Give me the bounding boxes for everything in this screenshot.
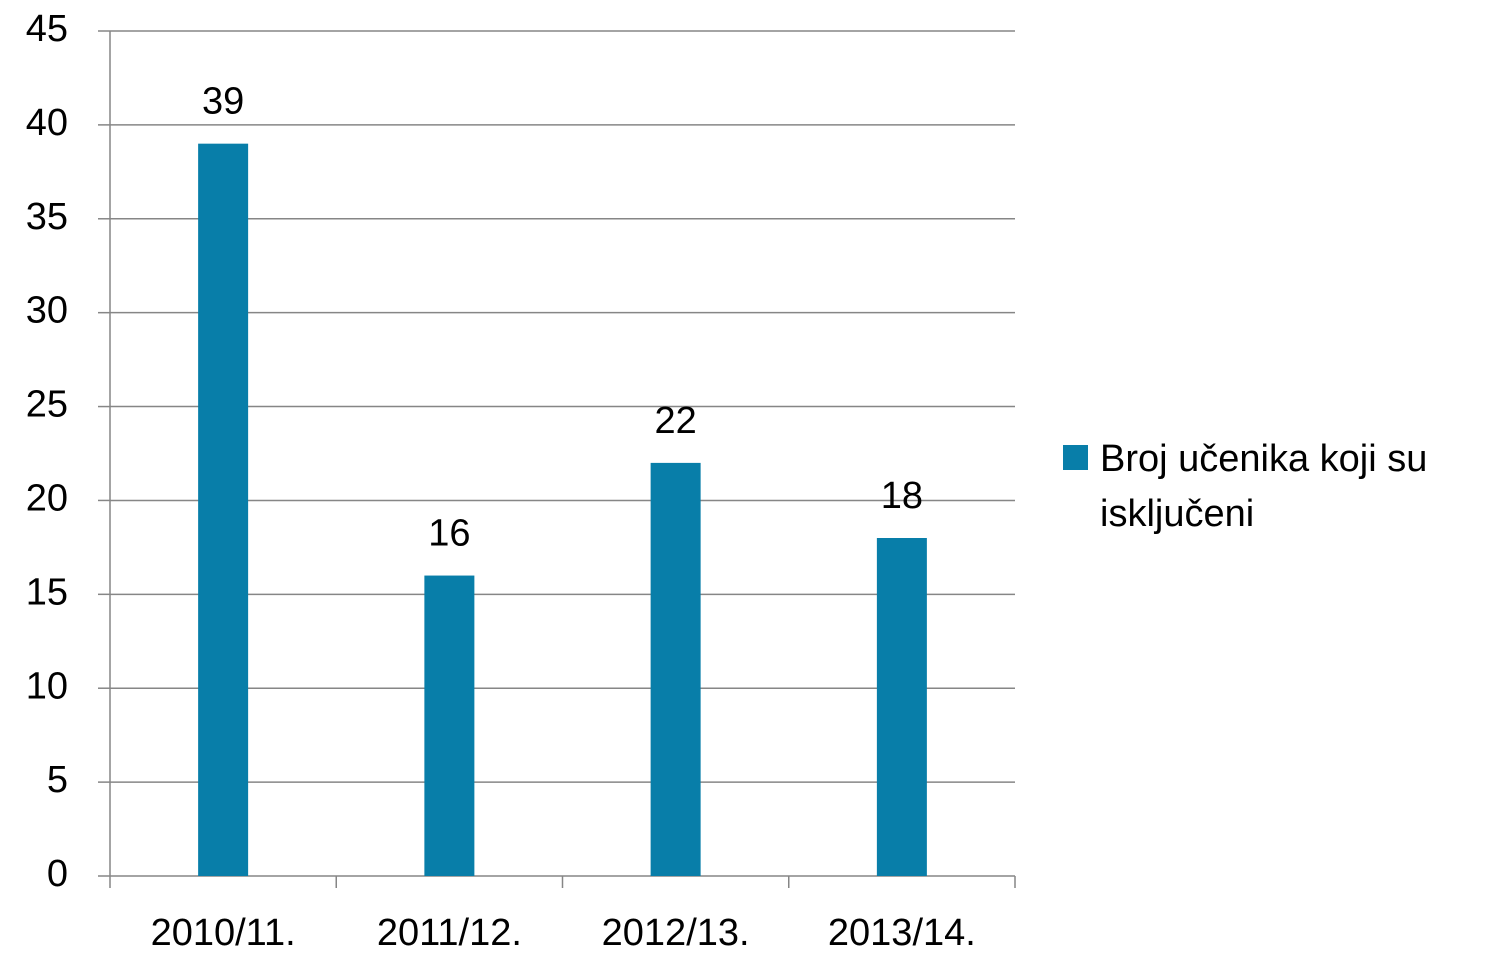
y-tick-label: 5 <box>47 759 68 801</box>
y-tick-label: 10 <box>26 665 68 707</box>
data-label: 39 <box>202 81 244 123</box>
y-tick-label: 35 <box>26 196 68 238</box>
y-tick-label: 15 <box>26 571 68 613</box>
y-tick-label: 45 <box>26 8 68 50</box>
legend: Broj učenika koji su isključeni <box>1063 432 1495 542</box>
bar <box>198 143 249 876</box>
x-tick-label: 2010/11. <box>151 912 296 954</box>
y-tick-label: 0 <box>47 853 68 895</box>
x-tick-label: 2011/12. <box>377 912 522 954</box>
x-tick-label: 2012/13. <box>602 912 750 954</box>
bar <box>876 538 927 876</box>
data-label: 22 <box>654 400 696 442</box>
y-tick-label: 40 <box>26 102 68 144</box>
legend-label: Broj učenika koji su isključeni <box>1100 438 1428 535</box>
y-tick-label: 25 <box>26 384 68 426</box>
legend-swatch <box>1063 445 1088 470</box>
x-tick-label: 2013/14. <box>828 912 976 954</box>
bar <box>424 575 475 876</box>
data-label: 18 <box>881 475 923 517</box>
bar <box>650 462 701 876</box>
y-tick-label: 20 <box>26 477 68 519</box>
y-tick-label: 30 <box>26 290 68 332</box>
data-label: 16 <box>428 513 470 555</box>
